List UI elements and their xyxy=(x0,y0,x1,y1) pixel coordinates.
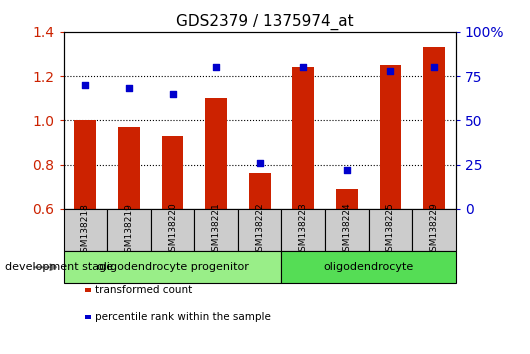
Point xyxy=(342,167,351,173)
Text: GSM138222: GSM138222 xyxy=(255,203,264,257)
Text: GSM138219: GSM138219 xyxy=(125,202,134,258)
Text: oligodendrocyte progenitor: oligodendrocyte progenitor xyxy=(96,262,249,272)
Bar xyxy=(75,120,96,209)
Text: GSM138224: GSM138224 xyxy=(342,203,351,257)
Bar xyxy=(107,209,151,251)
Text: GSM138218: GSM138218 xyxy=(81,202,90,258)
Bar xyxy=(162,136,183,209)
Text: percentile rank within the sample: percentile rank within the sample xyxy=(95,312,271,322)
Bar xyxy=(118,127,140,209)
Text: development stage: development stage xyxy=(5,262,113,272)
Text: GSM138220: GSM138220 xyxy=(168,203,177,257)
Bar xyxy=(281,209,325,251)
Bar xyxy=(336,189,358,209)
Bar xyxy=(369,209,412,251)
Bar xyxy=(64,209,107,251)
Text: transformed count: transformed count xyxy=(95,285,192,295)
Bar xyxy=(325,209,369,251)
Bar xyxy=(195,209,238,251)
Point xyxy=(125,86,133,91)
Point xyxy=(212,64,220,70)
Bar xyxy=(281,251,456,283)
Bar xyxy=(249,173,271,209)
Point xyxy=(430,64,438,70)
Point xyxy=(386,68,395,74)
Bar xyxy=(412,209,456,251)
Text: GSM138223: GSM138223 xyxy=(299,203,308,257)
Text: GSM138225: GSM138225 xyxy=(386,203,395,257)
Bar xyxy=(151,209,195,251)
Point xyxy=(255,160,264,166)
Point xyxy=(299,64,307,70)
Bar xyxy=(238,209,281,251)
Text: GDS2379 / 1375974_at: GDS2379 / 1375974_at xyxy=(176,14,354,30)
Bar xyxy=(423,47,445,209)
Text: oligodendrocyte: oligodendrocyte xyxy=(323,262,414,272)
Text: GSM138229: GSM138229 xyxy=(429,203,438,257)
Text: GSM138221: GSM138221 xyxy=(211,203,220,257)
Bar xyxy=(379,65,401,209)
Point xyxy=(81,82,90,88)
Bar xyxy=(64,251,281,283)
Point xyxy=(169,91,177,97)
Bar xyxy=(205,98,227,209)
Bar xyxy=(293,67,314,209)
